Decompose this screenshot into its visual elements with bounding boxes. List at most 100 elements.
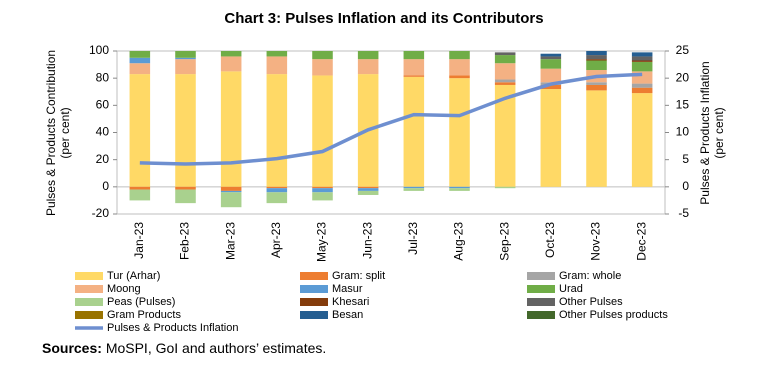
bar-segment bbox=[494, 79, 516, 83]
bar-segment bbox=[129, 51, 151, 58]
bar-segment bbox=[403, 186, 425, 189]
y-tick-label: 80 bbox=[96, 70, 110, 84]
bar-segment bbox=[312, 186, 333, 189]
bar-segment bbox=[312, 59, 333, 76]
y-axis-title: (per cent) bbox=[58, 107, 72, 158]
legend-swatch bbox=[300, 285, 328, 293]
source: Sources: MoSPI, GoI and authors’ estimat… bbox=[42, 340, 326, 356]
x-tick-label: Apr-23 bbox=[269, 222, 283, 258]
legend-label: Tur (Arhar) bbox=[107, 270, 160, 282]
bar-segment bbox=[220, 190, 242, 193]
bar-segment bbox=[540, 68, 562, 83]
line-series bbox=[139, 72, 643, 166]
bar-segment bbox=[175, 186, 196, 190]
y2-tick-label: 15 bbox=[676, 98, 690, 112]
legend-label: Gram: whole bbox=[559, 270, 621, 282]
y2-axis-title: (per cent) bbox=[712, 107, 726, 158]
bar-segment bbox=[631, 93, 653, 187]
bar-segment bbox=[540, 56, 562, 60]
legend-swatch bbox=[527, 311, 555, 319]
legend-swatch bbox=[527, 285, 555, 293]
legend-label: Other Pulses products bbox=[559, 309, 668, 321]
bar-segment bbox=[494, 82, 516, 85]
chart-title: Chart 3: Pulses Inflation and its Contri… bbox=[224, 10, 543, 27]
legend-swatch bbox=[300, 311, 328, 319]
y2-tick-label: 5 bbox=[682, 152, 689, 166]
bar-segment bbox=[540, 89, 562, 187]
y-tick-label: -20 bbox=[92, 206, 110, 220]
bar-segment bbox=[312, 192, 333, 201]
bar-segment bbox=[357, 59, 379, 75]
y2-tick-label: 0 bbox=[682, 179, 689, 193]
bar-segment bbox=[403, 59, 425, 76]
bar-segment bbox=[175, 189, 196, 204]
legend-swatch bbox=[527, 272, 555, 280]
y-tick-label: 60 bbox=[96, 98, 110, 112]
bar-segment bbox=[403, 75, 425, 77]
bar-segment bbox=[175, 59, 196, 75]
bar-segment bbox=[266, 74, 288, 187]
x-tick-label: Feb-23 bbox=[178, 222, 192, 260]
bar-segment bbox=[312, 188, 333, 193]
y2-axis-title: Pulses & Products Inflation bbox=[698, 61, 712, 204]
x-tick-label: Jan-23 bbox=[132, 222, 146, 259]
legend-label: Pulses & Products Inflation bbox=[107, 322, 238, 334]
bar-segment bbox=[540, 84, 562, 90]
bar-segment bbox=[357, 190, 379, 195]
legend-swatch bbox=[75, 298, 103, 306]
bar-segment bbox=[586, 90, 607, 187]
legend-label: Besan bbox=[332, 309, 363, 321]
legend-swatch bbox=[75, 272, 103, 280]
bar-segment bbox=[631, 83, 653, 88]
bar-segment bbox=[540, 53, 562, 57]
bar-segment bbox=[494, 55, 516, 64]
legend-swatch bbox=[75, 285, 103, 293]
legend-label: Masur bbox=[332, 283, 363, 295]
bar-segment bbox=[357, 188, 379, 191]
bar-segment bbox=[449, 78, 470, 187]
legend-swatch bbox=[300, 298, 328, 306]
legend-label: Urad bbox=[559, 283, 583, 295]
legend-label: Khesari bbox=[332, 296, 369, 308]
bar-segment bbox=[129, 57, 151, 64]
bar-segment bbox=[175, 57, 196, 60]
bar-segment bbox=[494, 63, 516, 80]
bar-segment bbox=[220, 51, 242, 57]
bar-segment bbox=[631, 60, 653, 62]
legend-label: Peas (Pulses) bbox=[107, 296, 175, 308]
bar-segment bbox=[631, 87, 653, 94]
bar-segment bbox=[449, 59, 470, 76]
bar-segment bbox=[129, 63, 151, 75]
bar-segment bbox=[129, 186, 151, 190]
x-tick-label: Jul-23 bbox=[406, 222, 420, 255]
y-axis-title: Pulses & Products Contribution bbox=[44, 50, 58, 216]
bar-segment bbox=[494, 186, 516, 189]
source-label: Sources: bbox=[42, 340, 102, 356]
legend-label: Gram: split bbox=[332, 270, 385, 282]
y-tick-label: 0 bbox=[102, 179, 109, 193]
bar-segment bbox=[220, 192, 242, 208]
bar-segment bbox=[312, 75, 333, 187]
bar-segment bbox=[449, 51, 470, 60]
y-tick-label: 100 bbox=[89, 43, 109, 57]
bar-segment bbox=[220, 56, 242, 72]
y-tick-label: 40 bbox=[96, 125, 110, 139]
bar-segment bbox=[175, 74, 196, 187]
x-tick-label: Mar-23 bbox=[223, 222, 237, 260]
bar-segment bbox=[266, 188, 288, 193]
x-tick-label: Sep-23 bbox=[497, 222, 511, 261]
bar-segment bbox=[494, 84, 516, 187]
bar-segment bbox=[403, 51, 425, 60]
bar-segment bbox=[312, 51, 333, 60]
bar-segment bbox=[175, 51, 196, 58]
bar-segment bbox=[586, 84, 607, 91]
legend-label: Other Pulses bbox=[559, 296, 623, 308]
bar-segment bbox=[220, 186, 242, 191]
legend-swatch bbox=[75, 311, 103, 319]
bar-segment bbox=[449, 75, 470, 79]
x-tick-label: Jun-23 bbox=[360, 222, 374, 259]
bar-segment bbox=[540, 59, 562, 69]
bar-segment bbox=[266, 186, 288, 189]
bar-segment bbox=[494, 52, 516, 56]
legend-swatch bbox=[527, 298, 555, 306]
